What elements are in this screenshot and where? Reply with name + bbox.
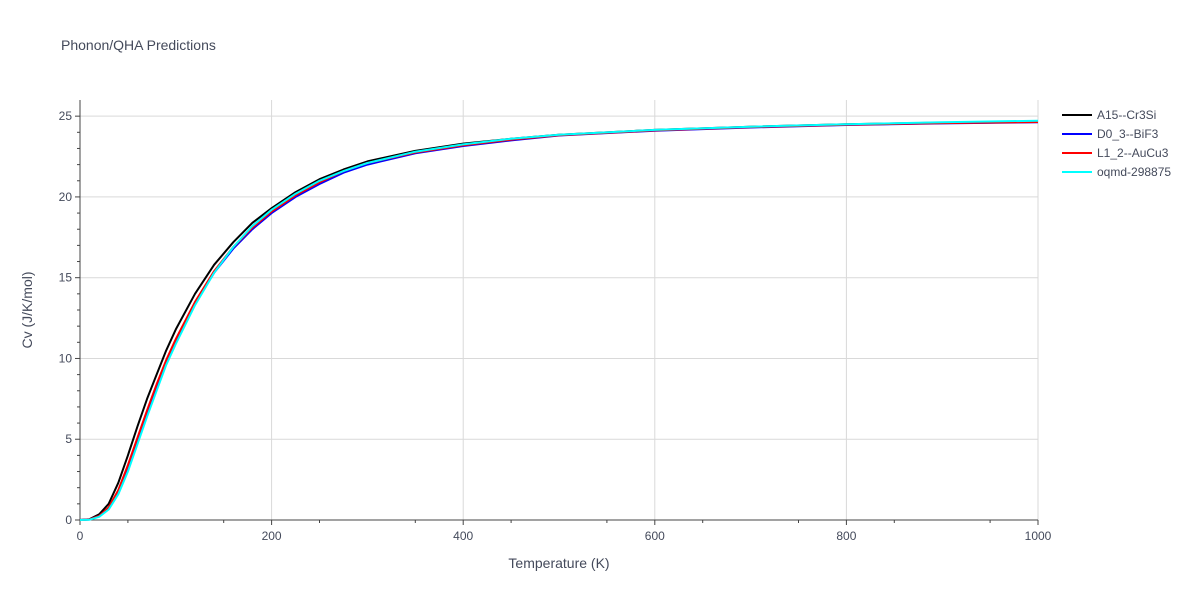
- y-tick-label-1: 5: [65, 432, 72, 446]
- x-tick-label-1: 200: [262, 529, 282, 543]
- legend-label-1: D0_3--BiF3: [1097, 127, 1159, 141]
- y-tick-label-5: 25: [59, 109, 73, 123]
- grid-layer: [80, 100, 1039, 520]
- y-tick-label-3: 15: [59, 271, 73, 285]
- x-tick-label-5: 1000: [1025, 529, 1052, 543]
- series-line-1[interactable]: [79, 121, 1039, 521]
- axis-layer: 0 200 400 600 800 1000 0 5 10 15 20 25: [59, 100, 1052, 543]
- series-line-0[interactable]: [79, 120, 1039, 521]
- legend-item-2[interactable]: L1_2--AuCu3: [1062, 146, 1169, 160]
- y-tick-label-2: 10: [59, 351, 73, 365]
- y-axis-title: Cv (J/K/mol): [19, 272, 35, 349]
- x-tick-label-0: 0: [77, 529, 84, 543]
- y-tick-label-0: 0: [65, 513, 72, 527]
- series-line-2[interactable]: [79, 121, 1039, 521]
- x-tick-label-3: 600: [645, 529, 665, 543]
- series-layer: [79, 119, 1039, 521]
- x-axis-title: Temperature (K): [508, 555, 609, 571]
- x-tick-label-2: 400: [453, 529, 473, 543]
- legend-label-0: A15--Cr3Si: [1097, 108, 1156, 122]
- legend[interactable]: A15--Cr3Si D0_3--BiF3 L1_2--AuCu3 oqmd-2988…: [1062, 108, 1171, 179]
- y-tick-label-4: 20: [59, 190, 73, 204]
- x-tick-label-4: 800: [836, 529, 856, 543]
- legend-label-3: oqmd-298875: [1097, 165, 1171, 179]
- legend-item-0[interactable]: A15--Cr3Si: [1062, 108, 1156, 122]
- legend-item-3[interactable]: oqmd-298875: [1062, 165, 1171, 179]
- legend-label-2: L1_2--AuCu3: [1097, 146, 1169, 160]
- legend-item-1[interactable]: D0_3--BiF3: [1062, 127, 1159, 141]
- series-line-3[interactable]: [79, 119, 1039, 521]
- chart-title: Phonon/QHA Predictions: [61, 37, 216, 53]
